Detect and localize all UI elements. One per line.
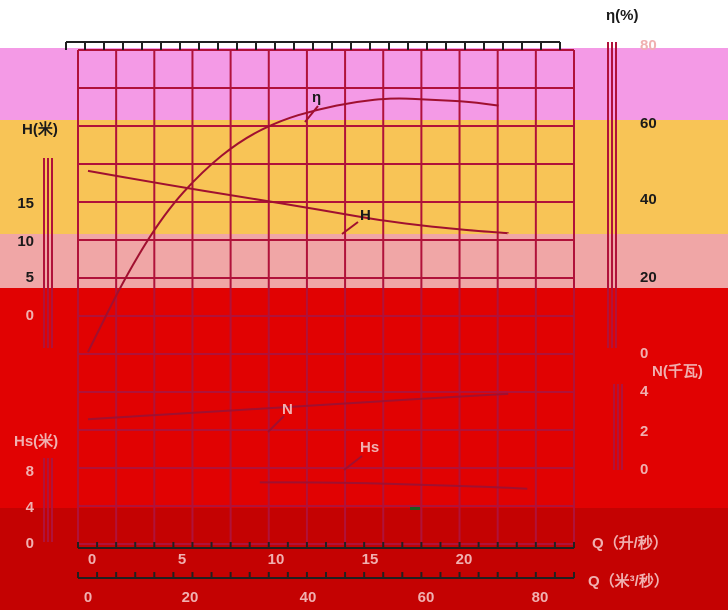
y-left-head-tick: 10 — [17, 233, 34, 250]
series-label-leader — [343, 455, 363, 471]
x-bottom-2-tick: 80 — [532, 589, 549, 606]
y-left-suction-tick: 0 — [26, 535, 34, 552]
suction-head-curve — [259, 481, 528, 490]
labels: η H N Hs η(%) H(米) Hs(米) N(千瓦) Q（升/秒） Q（米³/秒） 0 5 10… — [14, 7, 703, 606]
axis-bars — [43, 41, 623, 579]
y-right-efficiency-label: η(%) — [606, 7, 639, 24]
background-band-1 — [0, 48, 728, 120]
series-label-leader — [341, 221, 359, 235]
x-bottom-2-tick: 0 — [84, 589, 92, 606]
y-left-suction-tick: 8 — [26, 463, 34, 480]
x-bottom-1-tick: 10 — [268, 551, 285, 568]
y-left-head-label: H(米) — [22, 120, 58, 138]
y-right-power-tick: 4 — [640, 383, 649, 400]
y-right-efficiency-zero: 0 — [640, 345, 648, 362]
series-label-suction-head-curve: Hs — [360, 439, 379, 456]
x-bottom-1-tick: 20 — [456, 551, 473, 568]
x-bottom-2-tick: 60 — [418, 589, 435, 606]
y-left-head-tick: 0 — [26, 307, 34, 324]
x-bottom-1-tick: 0 — [88, 551, 96, 568]
efficiency-curve — [87, 97, 499, 353]
x-bottom-2-label: Q（米³/秒） — [588, 572, 669, 590]
y-right-power-tick: 2 — [640, 423, 648, 440]
series-label-leader — [304, 105, 319, 123]
y-right-power-label: N(千瓦) — [652, 363, 703, 380]
background-band-5 — [0, 508, 728, 610]
background-band-4 — [0, 288, 728, 508]
curves — [87, 97, 528, 490]
x-bottom-2-tick: 40 — [300, 589, 317, 606]
y-right-efficiency-tick: 80 — [640, 37, 657, 54]
background-band-3 — [0, 234, 728, 288]
head-curve — [87, 169, 510, 235]
series-label-power-curve: N — [282, 401, 293, 418]
series-label-head-curve: H — [360, 207, 371, 224]
background-bands — [0, 48, 728, 610]
series-label-efficiency-curve: η — [312, 89, 321, 106]
y-right-efficiency-tick: 20 — [640, 269, 657, 286]
y-left-head-tick: 15 — [17, 195, 34, 212]
y-right-efficiency-tick: 60 — [640, 115, 657, 132]
y-right-power-tick: 0 — [640, 461, 648, 478]
x-bottom-1-tick: 15 — [362, 551, 379, 568]
stray-mark — [410, 506, 420, 510]
series-label-leader — [267, 415, 285, 433]
y-left-suction-tick: 4 — [26, 499, 35, 516]
y-left-head-tick: 5 — [26, 269, 34, 286]
power-curve — [87, 392, 509, 421]
y-right-efficiency-tick: 40 — [640, 191, 657, 208]
x-bottom-1-label: Q（升/秒） — [592, 534, 668, 552]
x-bottom-1-tick: 5 — [178, 551, 186, 568]
plot-grid — [77, 49, 575, 545]
x-bottom-2-tick: 20 — [182, 589, 199, 606]
y-left-suction-label: Hs(米) — [14, 432, 58, 450]
